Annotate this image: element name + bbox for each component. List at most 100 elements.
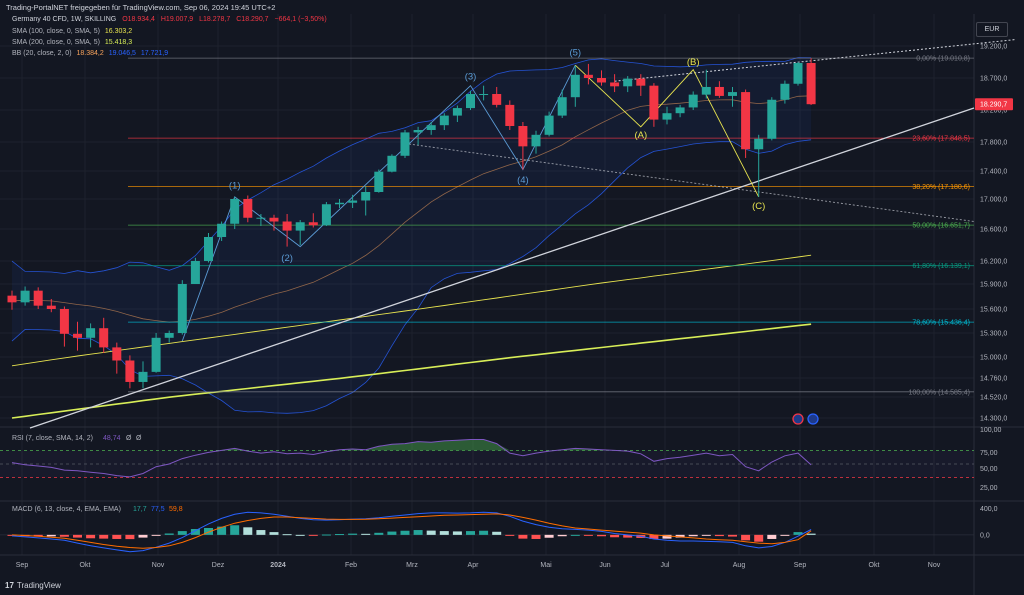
brand-name: TradingView (16, 581, 61, 590)
rsi-title: RSI (7, close, SMA, 14, 2) (12, 435, 93, 442)
fib-level-label: 50,00% (16.651,7) (912, 223, 970, 230)
macd-histogram-bar (675, 534, 685, 538)
macd-histogram-bar (400, 530, 410, 535)
macd-histogram-bar (230, 525, 240, 535)
candle-body (531, 134, 541, 147)
macd-histogram-bar (714, 534, 724, 537)
macd-histogram-bar (125, 534, 135, 540)
candle-body (295, 222, 305, 231)
candle-body (230, 199, 240, 224)
macd-histogram-bar (701, 534, 711, 536)
candle-body (125, 360, 135, 382)
fib-level-label: 23,60% (17.848,5) (912, 136, 970, 143)
candle-body (806, 62, 816, 105)
last-price-label: 18.290,7 (980, 102, 1007, 109)
currency-button[interactable]: EUR (976, 22, 1008, 37)
bb-upper-value: 19.046,5 (108, 50, 136, 57)
candle-body (780, 83, 790, 100)
macd-line (11, 511, 812, 553)
bb-basis-value: 18.384,2 (76, 50, 104, 57)
rsi-tick-label: 50,00 (980, 466, 998, 473)
macd-histogram-bar (335, 534, 344, 536)
candle-body (151, 337, 161, 372)
wave-label: (5) (569, 48, 581, 59)
candle-body (269, 217, 279, 222)
candle-body (243, 199, 253, 218)
event-icon[interactable] (807, 413, 819, 425)
time-tick-label: Dez (212, 562, 225, 569)
sma100-legend[interactable]: SMA (100, close, 0, SMA, 5) 16.303,2 (12, 28, 132, 35)
event-icon[interactable] (792, 413, 804, 425)
sma200-value: 15.418,3 (104, 39, 133, 46)
price-tick-label: 15.600,0 (980, 307, 1007, 314)
macd-histogram-bar (688, 534, 698, 537)
tradingview-logo[interactable]: 17 TradingView (5, 581, 61, 590)
candle-body (623, 78, 633, 87)
candle-body (321, 204, 331, 226)
candle-body (256, 217, 266, 219)
elliott-wave-path (181, 64, 576, 342)
wave-label: (A) (634, 130, 647, 141)
macd-histogram-bar (387, 531, 397, 535)
macd-signal-line (11, 513, 812, 549)
candle-body (610, 82, 620, 87)
macd-histogram-bar (413, 530, 423, 535)
macd-histogram-bar (728, 534, 737, 537)
bb-lower-value: 17.721,9 (140, 50, 169, 57)
candle-body (479, 94, 489, 95)
price-tick-label: 14.300,0 (980, 416, 1007, 423)
candle-body (557, 97, 567, 116)
fib-level-label: 78,60% (15.436,4) (912, 320, 970, 327)
trend-line-support (29, 107, 975, 429)
rsi-overbought-fill (12, 439, 812, 451)
candle-body (754, 138, 764, 150)
macd-histogram-bar (557, 534, 567, 537)
candle-body (597, 78, 606, 83)
low-value: L18.278,7 (199, 16, 231, 23)
candle-body (400, 132, 410, 156)
time-tick-label: Mai (540, 562, 552, 569)
time-tick-label: Nov (928, 562, 941, 569)
price-tick-label: 17.400,0 (980, 169, 1007, 176)
candle-body (138, 371, 148, 382)
sma200-legend[interactable]: SMA (200, close, 0, SMA, 5) 15.418,3 (12, 39, 132, 46)
macd-histogram-bar (439, 531, 449, 535)
bb-basis-line (11, 95, 812, 323)
macd-histogram-bar (505, 534, 515, 536)
price-tick-label: 17.000,0 (980, 197, 1007, 204)
macd-histogram-bar (780, 534, 790, 536)
candle-body (688, 94, 698, 108)
candle-body (282, 221, 292, 231)
bb-legend[interactable]: BB (20, close, 2, 0) 18.384,2 19.046,5 1… (12, 50, 168, 57)
time-tick-label: Sep (16, 562, 29, 569)
sma200-label: SMA (200, close, 0, SMA, 5) (12, 39, 100, 46)
candle-body (190, 261, 200, 284)
macd-histogram-bar (570, 534, 580, 536)
macd-histogram-bar (806, 533, 816, 535)
candle-body (466, 94, 475, 109)
candle-body (741, 92, 751, 150)
candle-body (675, 107, 685, 114)
rsi-value-sma: Ø (126, 435, 132, 442)
macd-histogram-bar (662, 534, 672, 539)
symbol-legend[interactable]: Germany 40 CFD, 1W, SKILLING O18.934,4 H… (12, 16, 327, 23)
symbol-name: Germany 40 CFD, 1W, SKILLING (12, 16, 117, 23)
candle-body (217, 223, 227, 237)
fib-level-label: 100,00% (14.585,4) (909, 389, 971, 396)
candle-body (767, 99, 777, 139)
candle-body (374, 171, 384, 192)
wave-label: (4) (517, 175, 529, 186)
macd-histogram-bar (361, 533, 371, 535)
candle-body (73, 333, 82, 338)
candle-body (570, 74, 580, 98)
candle-body (308, 222, 318, 226)
rsi-tick-label: 25,00 (980, 485, 998, 492)
macd-histogram-bar (243, 527, 253, 535)
wave-label: (2) (281, 253, 293, 264)
macd-histogram-bar (256, 530, 266, 535)
trend-line-dotted-upper (614, 39, 1016, 82)
sma100-label: SMA (100, close, 0, SMA, 5) (12, 28, 100, 35)
macd-histogram-bar (767, 534, 777, 539)
time-tick-label: Okt (80, 562, 91, 569)
